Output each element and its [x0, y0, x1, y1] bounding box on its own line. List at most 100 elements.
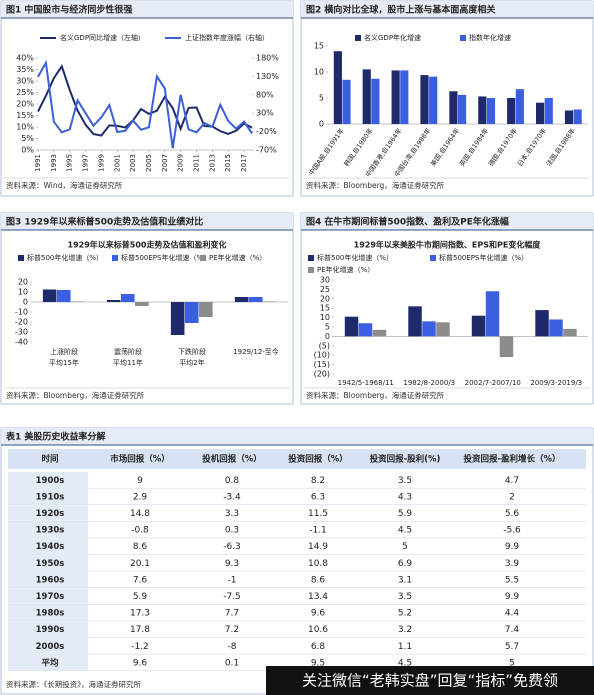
- row-key-bg: [8, 638, 88, 654]
- y-tick-label: 15: [320, 304, 330, 313]
- y-tick-label: 20: [18, 278, 28, 287]
- table-cell: 13.4: [308, 592, 328, 602]
- y-tick-label: 15: [314, 42, 324, 51]
- row-key: 平均: [41, 657, 59, 668]
- bar: [120, 294, 135, 302]
- bar: [400, 70, 409, 124]
- x-tick-label: 韩国,自1980年: [342, 126, 375, 168]
- table-cell: 20.1: [130, 559, 150, 569]
- title-bar: [1, 428, 593, 445]
- x-tick-label: 2015: [224, 154, 232, 172]
- x-tick-label: 1942/5-1968/11: [338, 379, 394, 387]
- table-title: 表1 美股历史收益率分解: [5, 431, 105, 443]
- y-tick-label: (5): [319, 341, 330, 350]
- table-cell: 3.5: [398, 592, 412, 602]
- panel-title: 图3 1929年以来标普500走势及估值和业绩对比: [6, 216, 203, 228]
- x-tick-label: 2011: [193, 154, 201, 172]
- legend-swatch: [112, 255, 118, 261]
- y-tick-label: 25: [320, 285, 330, 294]
- y-tick-label: (15): [314, 360, 330, 369]
- legend-label: 标普500年化增速（%）: [317, 253, 393, 262]
- y-tick-label: 0: [325, 332, 330, 341]
- x-tick-label: 2017: [240, 154, 248, 172]
- x-tick-label: 2002/7-2007/10: [465, 379, 521, 387]
- x-tick-label: 中国A股,自1991年: [306, 126, 346, 177]
- table-cell: 2: [509, 492, 515, 502]
- bar: [71, 301, 85, 302]
- table-header: 投资回报（%）: [288, 454, 348, 465]
- title-bar: [1, 213, 293, 230]
- table-cell: 4.3: [398, 492, 412, 502]
- table-cell: 7.4: [505, 625, 520, 635]
- table-cell: 7.2: [225, 625, 239, 635]
- bar: [184, 302, 199, 323]
- legend-label: 标普500年化增速（%）: [27, 253, 103, 262]
- legend-label: 指数年化增速: [469, 33, 511, 42]
- x-tick-label: 美国,自1964年: [428, 126, 461, 168]
- x-tick-label: 1993: [50, 154, 58, 172]
- source-note: 资料来源：《长期投资》，海通证券研究所: [6, 679, 141, 689]
- table-cell: 0.1: [225, 658, 239, 668]
- series-line: [37, 64, 253, 137]
- bar: [544, 98, 553, 124]
- legend-swatch: [355, 35, 361, 41]
- title-bar: [301, 1, 593, 18]
- table-cell: 8.2: [311, 476, 325, 486]
- y2-tick-label: 80%: [256, 90, 274, 99]
- row-key-bg: [8, 521, 88, 538]
- y-tick-label: 10: [314, 68, 324, 77]
- table-header: 投资回报-盈利增长（%）: [463, 454, 560, 465]
- legend-label: 名义GDP同比增速（左轴）: [60, 33, 145, 42]
- bar: [199, 302, 213, 317]
- y-tick-label: 30%: [16, 77, 34, 86]
- table-cell: 17.8: [130, 625, 150, 635]
- row-key: 2000s: [36, 642, 65, 652]
- table-cell: 3.9: [505, 559, 520, 569]
- table-cell: 10.6: [308, 625, 328, 635]
- table-cell: 9.9: [505, 542, 520, 552]
- y-tick-label: 0: [23, 298, 28, 307]
- bar: [420, 75, 429, 124]
- bar: [449, 91, 458, 124]
- table-cell: 6.9: [398, 559, 413, 569]
- table-cell: 7.6: [133, 575, 148, 585]
- source-note: 资料来源：Bloomberg，海通证券研究所: [6, 390, 145, 400]
- table-cell: 9.9: [505, 592, 520, 602]
- legend-label: 标普500EPS年化增速（%）: [121, 253, 210, 262]
- x-tick-label: 1929/12-至今: [233, 347, 279, 356]
- row-key: 1970s: [36, 592, 65, 602]
- x-tick-label: 德国,自1970年: [486, 126, 519, 168]
- panel-title: 图1 中国股市与经济同步性很强: [6, 4, 132, 16]
- bar: [515, 89, 524, 124]
- x-tick-label: 平均15年: [49, 358, 79, 367]
- y2-tick-label: 180%: [256, 54, 279, 63]
- table-cell: 7.7: [225, 609, 239, 619]
- table-cell: 6.3: [311, 492, 325, 502]
- title-bar: [301, 213, 593, 230]
- x-tick-label: 1999: [97, 154, 105, 172]
- table-cell: 9.5: [311, 658, 325, 668]
- row-key-bg: [8, 538, 88, 554]
- bar: [263, 301, 277, 302]
- table-cell: -3.4: [223, 492, 241, 502]
- chart-subtitle: 1929年以来标普500走势及估值和盈利变化: [68, 240, 227, 250]
- row-key: 1960s: [36, 575, 65, 585]
- legend-label: 名义GDP年化增速: [364, 33, 421, 42]
- table-cell: 17.3: [130, 609, 150, 619]
- y-tick-label: -40: [15, 338, 28, 347]
- source-note: 资料来源：Bloomberg，海通证券研究所: [306, 390, 445, 400]
- row-key: 1990s: [36, 625, 65, 635]
- bar: [362, 69, 371, 124]
- bar: [564, 110, 574, 124]
- row-key-bg: [8, 555, 88, 571]
- table-cell: 4.7: [505, 476, 519, 486]
- x-tick-label: 2005: [145, 154, 153, 172]
- bar: [422, 321, 436, 337]
- table-cell: -8: [228, 642, 237, 652]
- row-key-bg: [8, 488, 88, 505]
- panel-title: 图4 在牛市期间标普500指数、盈利及PE年化涨幅: [306, 216, 509, 228]
- y-tick-label: 25%: [16, 88, 34, 97]
- table-cell: 5.6: [505, 509, 520, 519]
- x-tick-label: 2007: [161, 154, 169, 172]
